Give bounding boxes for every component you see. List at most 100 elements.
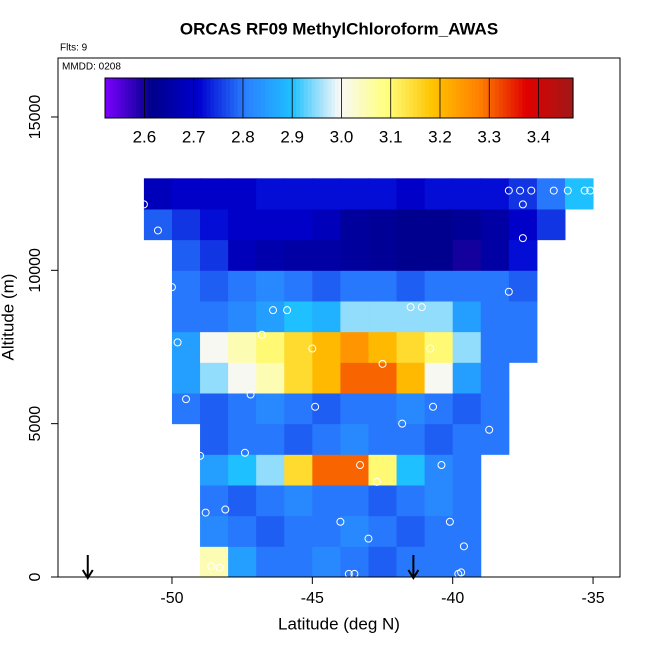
sample-point bbox=[417, 303, 426, 312]
heat-cell bbox=[340, 362, 369, 394]
heat-cell bbox=[424, 515, 454, 547]
sample-point bbox=[257, 330, 266, 339]
heat-cell bbox=[312, 423, 341, 455]
colorbar-swatch bbox=[229, 78, 235, 118]
sample-point bbox=[586, 186, 595, 195]
colorbar-swatch bbox=[198, 78, 204, 118]
arrow-head bbox=[81, 569, 94, 580]
sample-point bbox=[201, 508, 210, 517]
heat-cell bbox=[284, 208, 313, 241]
colorbar-swatch bbox=[409, 78, 414, 118]
heat-cell bbox=[536, 178, 566, 210]
heat-cell bbox=[424, 392, 454, 425]
colorbar-swatch bbox=[264, 78, 270, 118]
colorbar-swatch bbox=[413, 78, 418, 118]
heat-cell bbox=[536, 208, 566, 241]
heat-cell bbox=[396, 331, 426, 363]
heat-cell bbox=[312, 392, 341, 425]
sample-point bbox=[426, 344, 435, 353]
heat-cell bbox=[368, 515, 398, 547]
sample-point bbox=[356, 461, 365, 470]
colorbar-swatch bbox=[194, 78, 200, 118]
heat-cell bbox=[312, 239, 341, 271]
colorbar-swatch bbox=[389, 78, 395, 118]
colorbar-swatch bbox=[218, 78, 223, 118]
colorbar-swatch bbox=[202, 78, 207, 118]
colorbar-swatch bbox=[112, 78, 118, 118]
sample-point bbox=[504, 186, 513, 195]
sample-point bbox=[445, 517, 454, 526]
heat-cell bbox=[284, 454, 313, 486]
heat-cell bbox=[284, 515, 313, 547]
heat-cell bbox=[256, 300, 285, 333]
colorbar-swatch bbox=[147, 78, 153, 118]
colorbar-swatch bbox=[144, 78, 149, 118]
heat-cell bbox=[200, 300, 229, 333]
colorbar-swatch bbox=[128, 78, 133, 118]
colorbar-swatch bbox=[331, 78, 336, 118]
colorbar-swatch bbox=[303, 78, 309, 118]
heat-cell bbox=[200, 362, 229, 394]
heat-cell bbox=[396, 454, 426, 486]
colorbar-swatch bbox=[342, 78, 348, 118]
colorbar-swatch bbox=[210, 78, 215, 118]
y-tick-label: 0 bbox=[27, 572, 44, 581]
heat-cell bbox=[256, 178, 285, 210]
colorbar-swatch bbox=[179, 78, 184, 118]
heat-cell bbox=[340, 270, 369, 302]
chart-title: ORCAS RF09 MethylChloroform_AWAS bbox=[180, 19, 498, 38]
colorbar-swatch bbox=[385, 78, 391, 118]
heat-cell bbox=[228, 178, 257, 210]
colorbar-swatch bbox=[241, 78, 246, 118]
heat-cell bbox=[396, 178, 426, 210]
sample-point bbox=[437, 461, 446, 470]
heat-cell bbox=[452, 270, 482, 302]
heat-cell bbox=[424, 546, 454, 578]
colorbar-swatch bbox=[502, 78, 508, 118]
sample-point bbox=[485, 425, 494, 434]
colorbar-swatch bbox=[249, 78, 254, 118]
colorbar-swatch bbox=[307, 78, 313, 118]
sample-point bbox=[336, 517, 345, 526]
sample-point bbox=[398, 419, 407, 428]
heat-cell bbox=[256, 392, 285, 425]
date-note: MMDD: 0208 bbox=[62, 62, 121, 73]
sample-point bbox=[246, 390, 255, 399]
colorbar-swatch bbox=[233, 78, 239, 118]
heat-cell bbox=[228, 331, 257, 363]
heat-cell bbox=[368, 270, 398, 302]
sample-point bbox=[311, 402, 320, 411]
colorbar-swatch bbox=[366, 78, 371, 118]
sample-point bbox=[308, 344, 317, 353]
heat-cell bbox=[424, 208, 454, 241]
heat-cell bbox=[452, 239, 482, 271]
colorbar-swatch bbox=[467, 78, 473, 118]
heat-cell bbox=[171, 300, 201, 333]
colorbar-swatch bbox=[335, 78, 340, 118]
heat-cell bbox=[396, 362, 426, 394]
heat-cell bbox=[424, 362, 454, 394]
heat-cell bbox=[256, 362, 285, 394]
colorbar-swatch bbox=[362, 78, 367, 118]
colorbar-swatch bbox=[163, 78, 168, 118]
sample-point bbox=[173, 338, 182, 347]
heat-cell bbox=[452, 208, 482, 241]
heat-cell bbox=[340, 484, 369, 517]
heat-cell bbox=[452, 454, 482, 486]
heat-cell bbox=[312, 178, 341, 210]
heat-cell bbox=[171, 331, 201, 363]
colorbar-swatch bbox=[537, 78, 543, 118]
colorbar-swatch bbox=[257, 78, 262, 118]
colorbar-swatch bbox=[530, 78, 535, 118]
colorbar-swatch bbox=[397, 78, 402, 118]
heat-cell bbox=[340, 208, 369, 241]
heat-cell bbox=[228, 484, 257, 517]
heat-cell bbox=[396, 300, 426, 333]
arrow-head bbox=[407, 569, 420, 580]
colorbar-swatch bbox=[557, 78, 562, 118]
sample-point bbox=[527, 186, 536, 195]
heat-cell bbox=[256, 546, 285, 578]
colorbar-swatch bbox=[292, 78, 297, 118]
heat-cell bbox=[200, 423, 229, 455]
colorbar-swatch bbox=[491, 78, 496, 118]
